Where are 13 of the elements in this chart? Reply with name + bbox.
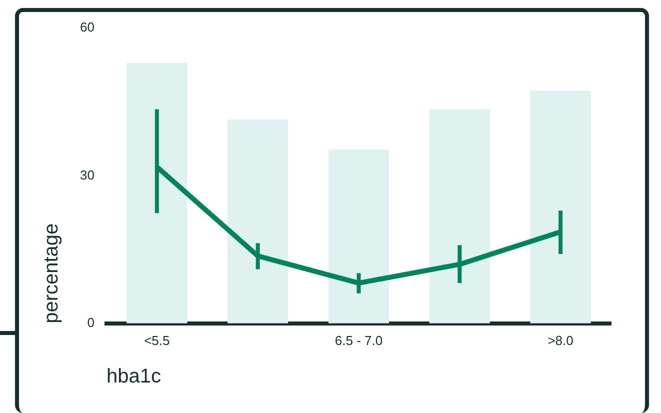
bar: [126, 62, 188, 324]
bar: [328, 150, 390, 324]
y-tick-label: 30: [80, 167, 94, 182]
bar: [429, 109, 490, 324]
bar: [228, 120, 288, 324]
x-axis-title: hba1c: [106, 366, 161, 388]
y-tick-label: 0: [87, 314, 94, 330]
x-tick-label: >8.0: [548, 332, 574, 348]
y-axis-title: percentage: [40, 223, 63, 324]
x-tick-label: <5.5: [144, 332, 170, 348]
bar: [530, 90, 591, 324]
x-tick-label: 6.5 - 7.0: [334, 332, 383, 348]
y-tick-label: 60: [80, 20, 94, 35]
